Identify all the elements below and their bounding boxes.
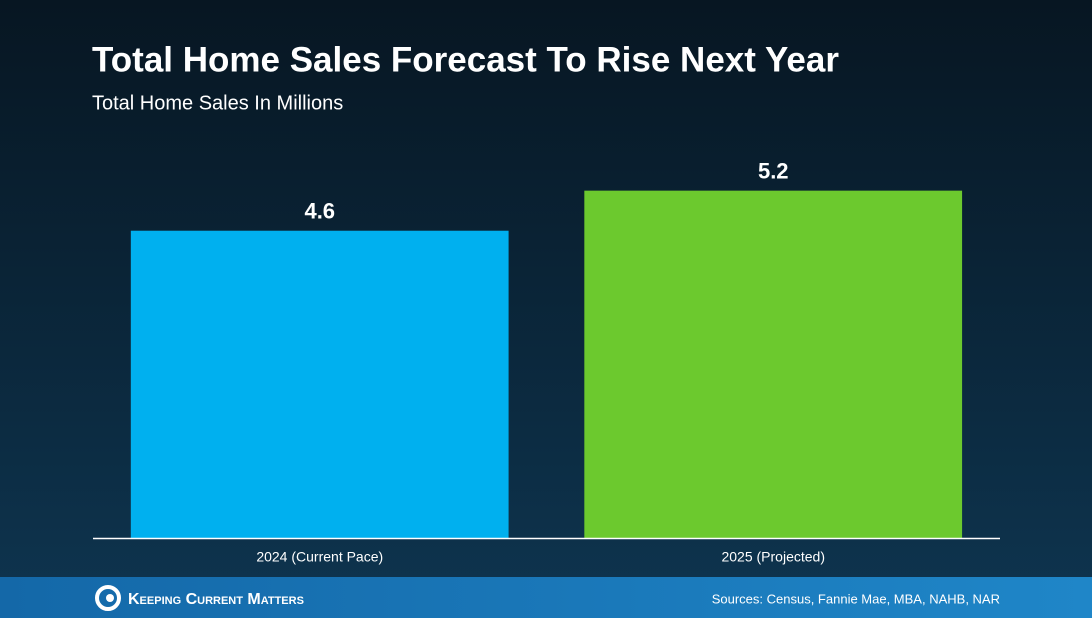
chart-subtitle: Total Home Sales In Millions <box>92 92 343 114</box>
x-tick-label: 2025 (Projected) <box>721 549 825 565</box>
footer-bar <box>0 577 1092 618</box>
chart-title: Total Home Sales Forecast To Rise Next Y… <box>92 40 839 79</box>
plot: 4.6 2024 (Current Pace) 5.2 2025 (Projected… <box>130 158 963 565</box>
bar <box>130 230 509 538</box>
logo-icon-dot <box>106 594 114 602</box>
bar <box>584 190 963 538</box>
x-tick-label: 2024 (Current Pace) <box>256 549 383 565</box>
value-label: 5.2 <box>758 158 789 183</box>
sources: Sources: Census, Fannie Mae, MBA, NAHB, … <box>712 591 1000 606</box>
value-label: 4.6 <box>304 199 335 224</box>
brand: Keeping Current Matters <box>128 591 304 608</box>
logo-icon <box>95 585 121 611</box>
